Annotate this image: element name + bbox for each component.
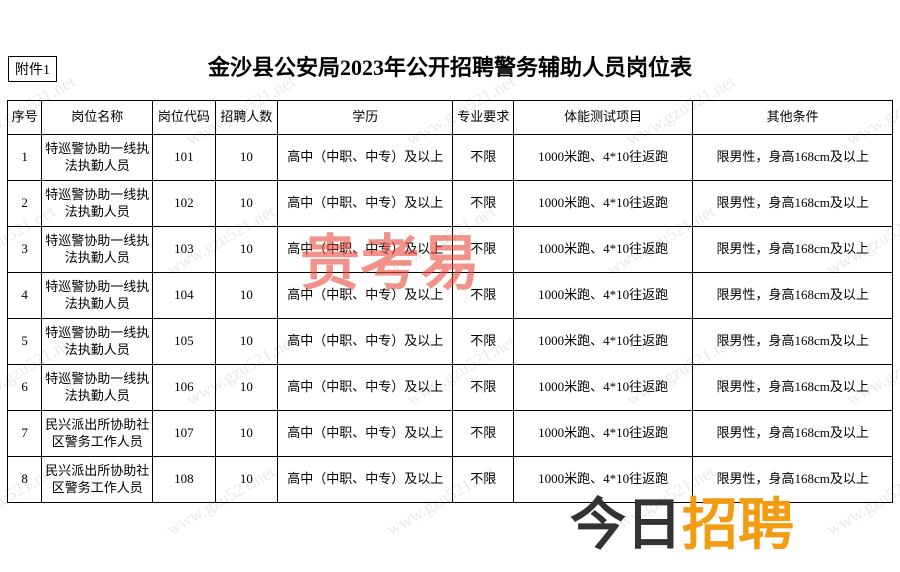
- table-container: 序号 岗位名称 岗位代码 招聘人数 学历 专业要求 体能测试项目 其他条件 1特…: [0, 100, 900, 503]
- table-header-row: 序号 岗位名称 岗位代码 招聘人数 学历 专业要求 体能测试项目 其他条件: [8, 101, 893, 135]
- cell-phys: 1000米跑、4*10往返跑: [513, 273, 692, 319]
- cell-seq: 6: [8, 365, 42, 411]
- cell-edu: 高中（中职、中专）及以上: [278, 319, 453, 365]
- col-header-education: 学历: [278, 101, 453, 135]
- cell-other: 限男性，身高168cm及以上: [693, 135, 893, 181]
- cell-major: 不限: [453, 135, 513, 181]
- cell-major: 不限: [453, 181, 513, 227]
- cell-other: 限男性，身高168cm及以上: [693, 457, 893, 503]
- cell-seq: 7: [8, 411, 42, 457]
- cell-num: 10: [215, 273, 277, 319]
- cell-num: 10: [215, 457, 277, 503]
- cell-edu: 高中（中职、中专）及以上: [278, 273, 453, 319]
- cell-code: 106: [153, 365, 215, 411]
- table-body: 1特巡警协助一线执法执勤人员10110高中（中职、中专）及以上不限1000米跑、…: [8, 135, 893, 503]
- cell-other: 限男性，身高168cm及以上: [693, 227, 893, 273]
- cell-seq: 4: [8, 273, 42, 319]
- cell-seq: 5: [8, 319, 42, 365]
- cell-seq: 8: [8, 457, 42, 503]
- cell-edu: 高中（中职、中专）及以上: [278, 181, 453, 227]
- cell-code: 104: [153, 273, 215, 319]
- cell-code: 102: [153, 181, 215, 227]
- cell-num: 10: [215, 227, 277, 273]
- cell-pos: 特巡警协助一线执法执勤人员: [42, 319, 153, 365]
- col-header-number: 招聘人数: [215, 101, 277, 135]
- cell-code: 105: [153, 319, 215, 365]
- cell-major: 不限: [453, 365, 513, 411]
- table-row: 3特巡警协助一线执法执勤人员10310高中（中职、中专）及以上不限1000米跑、…: [8, 227, 893, 273]
- cell-pos: 特巡警协助一线执法执勤人员: [42, 273, 153, 319]
- cell-phys: 1000米跑、4*10往返跑: [513, 365, 692, 411]
- page-title: 金沙县公安局2023年公开招聘警务辅助人员岗位表: [0, 50, 900, 82]
- cell-pos: 特巡警协助一线执法执勤人员: [42, 227, 153, 273]
- cell-phys: 1000米跑、4*10往返跑: [513, 135, 692, 181]
- table-row: 7民兴派出所协助社区警务工作人员10710高中（中职、中专）及以上不限1000米…: [8, 411, 893, 457]
- table-row: 4特巡警协助一线执法执勤人员10410高中（中职、中专）及以上不限1000米跑、…: [8, 273, 893, 319]
- cell-code: 101: [153, 135, 215, 181]
- cell-other: 限男性，身高168cm及以上: [693, 181, 893, 227]
- cell-seq: 2: [8, 181, 42, 227]
- cell-num: 10: [215, 411, 277, 457]
- cell-other: 限男性，身高168cm及以上: [693, 365, 893, 411]
- cell-pos: 特巡警协助一线执法执勤人员: [42, 135, 153, 181]
- cell-major: 不限: [453, 411, 513, 457]
- cell-code: 103: [153, 227, 215, 273]
- cell-pos: 民兴派出所协助社区警务工作人员: [42, 411, 153, 457]
- cell-edu: 高中（中职、中专）及以上: [278, 411, 453, 457]
- cell-edu: 高中（中职、中专）及以上: [278, 365, 453, 411]
- cell-pos: 特巡警协助一线执法执勤人员: [42, 181, 153, 227]
- table-row: 1特巡警协助一线执法执勤人员10110高中（中职、中专）及以上不限1000米跑、…: [8, 135, 893, 181]
- cell-phys: 1000米跑、4*10往返跑: [513, 227, 692, 273]
- cell-edu: 高中（中职、中专）及以上: [278, 135, 453, 181]
- attachment-label: 附件1: [8, 56, 57, 82]
- cell-code: 108: [153, 457, 215, 503]
- col-header-position: 岗位名称: [42, 101, 153, 135]
- table-row: 8民兴派出所协助社区警务工作人员10810高中（中职、中专）及以上不限1000米…: [8, 457, 893, 503]
- cell-edu: 高中（中职、中专）及以上: [278, 227, 453, 273]
- cell-seq: 1: [8, 135, 42, 181]
- cell-major: 不限: [453, 457, 513, 503]
- cell-seq: 3: [8, 227, 42, 273]
- recruitment-table: 序号 岗位名称 岗位代码 招聘人数 学历 专业要求 体能测试项目 其他条件 1特…: [7, 100, 893, 503]
- col-header-code: 岗位代码: [153, 101, 215, 135]
- cell-phys: 1000米跑、4*10往返跑: [513, 319, 692, 365]
- cell-phys: 1000米跑、4*10往返跑: [513, 181, 692, 227]
- cell-num: 10: [215, 319, 277, 365]
- table-row: 5特巡警协助一线执法执勤人员10510高中（中职、中专）及以上不限1000米跑、…: [8, 319, 893, 365]
- cell-pos: 民兴派出所协助社区警务工作人员: [42, 457, 153, 503]
- col-header-other: 其他条件: [693, 101, 893, 135]
- table-row: 2特巡警协助一线执法执勤人员10210高中（中职、中专）及以上不限1000米跑、…: [8, 181, 893, 227]
- cell-other: 限男性，身高168cm及以上: [693, 273, 893, 319]
- col-header-seq: 序号: [8, 101, 42, 135]
- cell-major: 不限: [453, 273, 513, 319]
- cell-num: 10: [215, 181, 277, 227]
- cell-other: 限男性，身高168cm及以上: [693, 411, 893, 457]
- cell-phys: 1000米跑、4*10往返跑: [513, 457, 692, 503]
- cell-major: 不限: [453, 319, 513, 365]
- table-row: 6特巡警协助一线执法执勤人员10610高中（中职、中专）及以上不限1000米跑、…: [8, 365, 893, 411]
- col-header-major: 专业要求: [453, 101, 513, 135]
- cell-num: 10: [215, 135, 277, 181]
- cell-pos: 特巡警协助一线执法执勤人员: [42, 365, 153, 411]
- col-header-physical: 体能测试项目: [513, 101, 692, 135]
- cell-num: 10: [215, 365, 277, 411]
- cell-other: 限男性，身高168cm及以上: [693, 319, 893, 365]
- cell-major: 不限: [453, 227, 513, 273]
- cell-code: 107: [153, 411, 215, 457]
- cell-phys: 1000米跑、4*10往返跑: [513, 411, 692, 457]
- cell-edu: 高中（中职、中专）及以上: [278, 457, 453, 503]
